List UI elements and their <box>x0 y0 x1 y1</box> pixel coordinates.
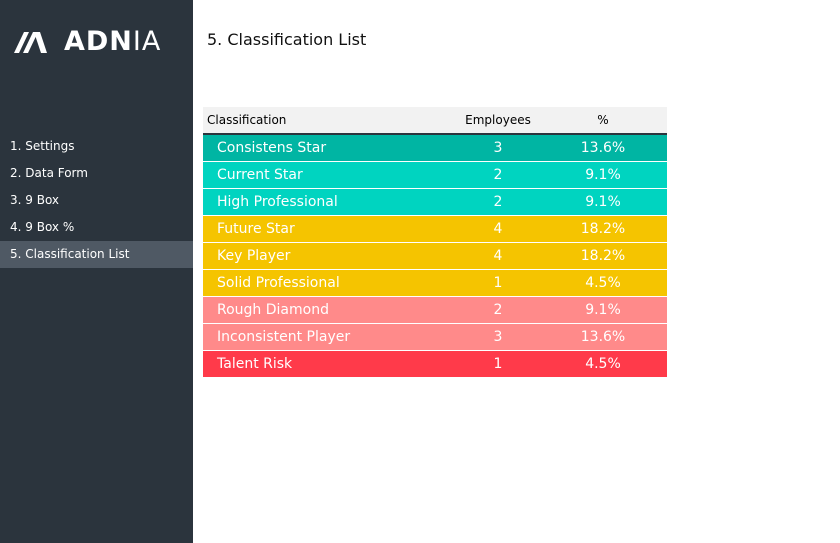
cell-percent: 13.6% <box>580 140 626 156</box>
table-header: Classification Employees % <box>203 107 667 135</box>
header-employees: Employees <box>465 113 531 127</box>
cell-percent: 4.5% <box>585 356 621 372</box>
cell-percent: 18.2% <box>580 248 626 264</box>
table-row: Key Player 4 18.2% <box>203 243 667 270</box>
cell-employees: 4 <box>493 221 503 237</box>
adnia-logo-icon <box>14 32 47 53</box>
cell-employees: 1 <box>493 275 503 291</box>
cell-classification: Consistens Star <box>217 140 327 156</box>
cell-percent: 9.1% <box>585 194 621 210</box>
table-row: Current Star 2 9.1% <box>203 162 667 189</box>
table-row: Future Star 4 18.2% <box>203 216 667 243</box>
cell-employees: 2 <box>493 302 503 318</box>
cell-classification: Key Player <box>217 248 291 264</box>
cell-classification: Inconsistent Player <box>217 329 351 345</box>
sidebar-item-9-box[interactable]: 3. 9 Box <box>10 193 60 207</box>
cell-employees: 3 <box>493 140 503 156</box>
logo-text-light: IA <box>132 26 162 57</box>
table-row: Inconsistent Player 3 13.6% <box>203 324 667 351</box>
cell-classification: Talent Risk <box>217 356 293 372</box>
cell-percent: 18.2% <box>580 221 626 237</box>
cell-employees: 2 <box>493 194 503 210</box>
cell-classification: Future Star <box>217 221 295 237</box>
cell-percent: 13.6% <box>580 329 626 345</box>
table-row: High Professional 2 9.1% <box>203 189 667 216</box>
cell-percent: 4.5% <box>585 275 621 291</box>
table-row: Talent Risk 1 4.5% <box>203 351 667 378</box>
page-title: 5. Classification List <box>207 30 367 49</box>
cell-percent: 9.1% <box>585 302 621 318</box>
table-row: Rough Diamond 2 9.1% <box>203 297 667 324</box>
sidebar-item-settings[interactable]: 1. Settings <box>10 139 75 153</box>
header-percent: % <box>597 113 609 127</box>
header-classification: Classification <box>207 113 287 127</box>
table-row: Consistens Star 3 13.6% <box>203 135 667 162</box>
cell-classification: Current Star <box>217 167 303 183</box>
table-row: Solid Professional 1 4.5% <box>203 270 667 297</box>
sidebar-item-9-box-percent[interactable]: 4. 9 Box % <box>10 220 75 234</box>
cell-classification: Solid Professional <box>217 275 340 291</box>
cell-classification: High Professional <box>217 194 338 210</box>
sidebar-item-classification-list[interactable]: 5. Classification List <box>0 241 193 268</box>
cell-employees: 2 <box>493 167 503 183</box>
cell-classification: Rough Diamond <box>217 302 329 318</box>
sidebar-item-data-form[interactable]: 2. Data Form <box>10 166 88 180</box>
classification-table: Classification Employees % Consistens St… <box>203 107 667 378</box>
cell-percent: 9.1% <box>585 167 621 183</box>
logo-text-bold: ADN <box>64 26 133 57</box>
sidebar-nav: 1. Settings 2. Data Form 3. 9 Box 4. 9 B… <box>0 133 193 268</box>
sidebar: ADNIA 1. Settings 2. Data Form 3. 9 Box … <box>0 0 193 543</box>
table-body: Consistens Star 3 13.6% Current Star 2 9.1% Hi… <box>203 135 667 378</box>
cell-employees: 4 <box>493 248 503 264</box>
logo-text: ADNIA <box>64 28 161 56</box>
logo: ADNIA <box>14 28 161 56</box>
cell-employees: 1 <box>493 356 503 372</box>
main-content: 5. Classification List Classification Em… <box>193 0 840 543</box>
cell-employees: 3 <box>493 329 503 345</box>
